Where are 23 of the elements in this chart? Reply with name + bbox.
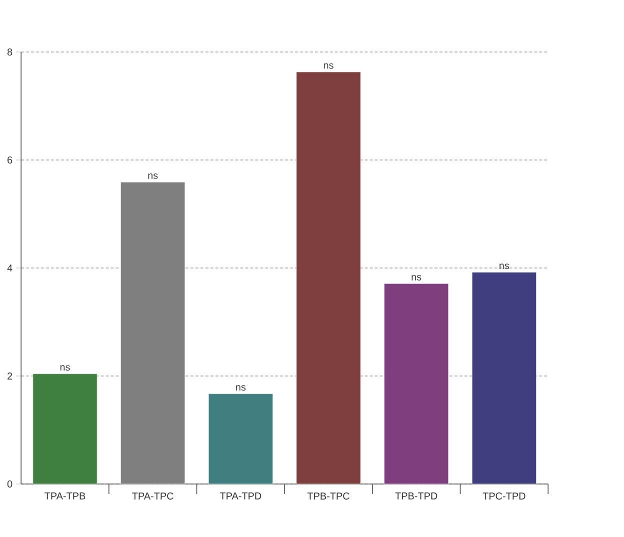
bar [384,283,449,484]
y-tick-label: 6 [8,156,12,164]
bar [120,182,186,484]
annotation: ns [60,365,70,371]
annotation: ns [148,173,158,179]
bar [32,374,98,484]
bar [208,394,273,484]
x-tick-label: TPB-TPD [395,492,438,500]
y-tick-label: 8 [7,48,12,56]
bar [472,272,536,484]
bar [296,72,361,484]
x-tick-label: TPA-TPC [132,492,174,500]
y-tick-label: 0 [7,480,12,488]
y-tick-label: 2 [8,372,12,380]
annotation: ns [324,63,334,69]
annotation: ns [500,264,510,270]
x-tick-label: TPA-TPD [220,492,262,500]
x-tick-label: TPB-TPC [307,492,350,500]
annotation: ns [412,275,422,280]
x-tick-label: TPA-TPB [44,492,86,500]
y-tick-label: 4 [7,264,12,272]
x-tick-label: TPC-TPD [482,492,526,500]
annotation: ns [236,385,246,391]
